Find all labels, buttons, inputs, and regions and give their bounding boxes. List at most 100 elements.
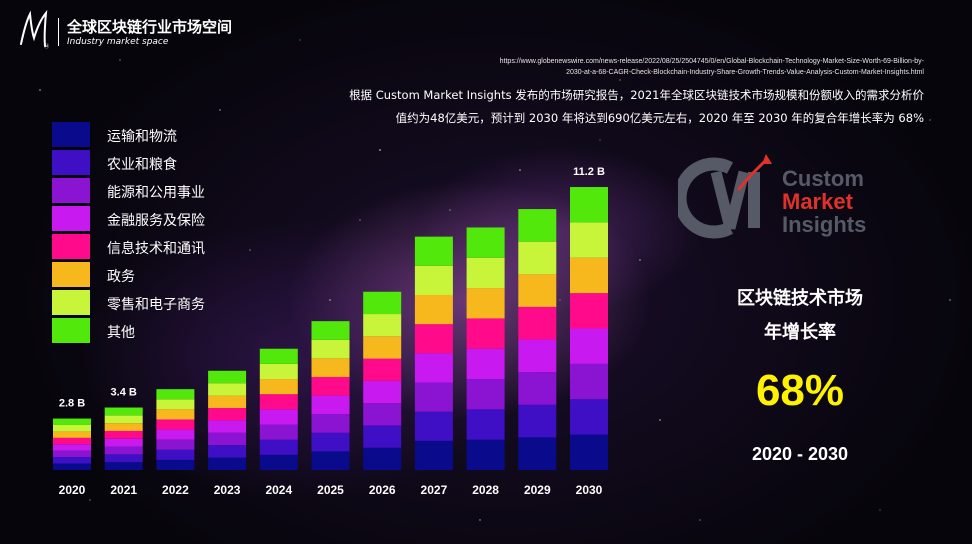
highlight-line2: 年增长率: [764, 322, 836, 343]
bar-segment: [156, 399, 195, 410]
source-url[interactable]: https://www.globenewswire.com/news-relea…: [364, 56, 924, 78]
legend-item: 能源和公用事业: [52, 178, 272, 204]
bar-segment: [156, 389, 195, 400]
bar-segment: [208, 395, 247, 408]
legend-label: 政务: [107, 269, 135, 285]
bar-segment: [363, 425, 402, 448]
bar-segment: [518, 306, 557, 340]
bar-segment: [259, 379, 298, 395]
x-tick-label: 2028: [472, 483, 499, 497]
legend-label: 农业和粮食: [107, 157, 177, 173]
legend-item: 运输和物流: [52, 122, 272, 148]
bar-segment: [208, 383, 247, 396]
bar-segment: [363, 314, 402, 337]
bar-segment: [466, 288, 505, 319]
legend-swatch: [52, 178, 90, 203]
bar-segment: [414, 353, 453, 383]
bar-segment: [208, 445, 247, 458]
bar-segment: [518, 209, 557, 242]
description-line1: 根据 Custom Market Insights 发布的市场研究报告，2021…: [349, 88, 924, 102]
bar-value-label: 2.8 B: [59, 398, 85, 410]
bar-segment: [570, 363, 608, 400]
svg-text:Ⓜ: Ⓜ: [44, 43, 49, 50]
bar-segment: [208, 407, 247, 421]
bar-segment: [311, 358, 350, 377]
bar-segment: [414, 324, 453, 354]
x-tick-label: 2023: [214, 483, 241, 497]
legend-label: 能源和公用事业: [107, 185, 205, 201]
bar-segment: [311, 414, 350, 433]
bar-segment: [518, 372, 557, 405]
source-url-line2[interactable]: 2030-at-a-68-CAGR-Check-Blockchain-Indus…: [566, 69, 924, 76]
bar-segment: [363, 358, 402, 381]
bar-segment: [311, 321, 350, 340]
bar-segment: [53, 418, 91, 425]
bar-segment: [53, 450, 91, 458]
bar-segment: [259, 348, 298, 364]
legend-item: 农业和粮食: [52, 150, 272, 176]
legend-item: 其他: [52, 318, 272, 344]
x-tick-label: 2024: [265, 483, 292, 497]
bar-segment: [363, 403, 402, 426]
bar-segment: [466, 318, 505, 349]
bar-segment: [104, 446, 143, 455]
bar-segment: [363, 336, 402, 359]
bar-segment: [259, 424, 298, 440]
bar-segment: [466, 348, 505, 380]
bar-segment: [53, 424, 91, 432]
bar-segment: [156, 429, 195, 440]
bar-segment: [414, 411, 453, 441]
bar-segment: [104, 430, 143, 439]
bar-segment: [156, 419, 195, 430]
legend-item: 政务: [52, 262, 272, 288]
bar-segment: [104, 415, 143, 424]
x-tick-label: 2027: [421, 483, 448, 497]
legend-swatch: [52, 150, 90, 175]
bar-segment: [259, 439, 298, 455]
bar-segment: [570, 257, 608, 294]
bar-segment: [466, 439, 505, 470]
description-line2: 值约为48亿美元，预计到 2030 年将达到690亿美元左右，2020 年至 2…: [395, 111, 924, 125]
bar-segment: [570, 399, 608, 435]
bar-segment: [311, 395, 350, 415]
bar-segment: [414, 440, 453, 470]
bar-segment: [53, 444, 91, 451]
bar-segment: [363, 447, 402, 470]
bar-segment: [208, 370, 247, 384]
bar-segment: [311, 339, 350, 359]
bar-segment: [570, 328, 608, 364]
bar-segment: [518, 404, 557, 438]
legend-swatch: [52, 318, 90, 343]
bar-segment: [570, 187, 608, 223]
bar-segment: [466, 409, 505, 440]
legend-label: 金融服务及保险: [107, 213, 205, 229]
bar-segment: [466, 379, 505, 410]
bar-segment: [363, 291, 402, 315]
bar-segment: [156, 439, 195, 450]
bar-segment: [104, 462, 143, 470]
bar-segment: [414, 236, 453, 266]
bar-segment: [414, 265, 453, 295]
page-title: 全球区块链行业市场空间: [67, 18, 233, 36]
x-tick-label: 2029: [524, 483, 551, 497]
x-tick-label: 2022: [162, 483, 189, 497]
logo-line-market: Market: [782, 189, 854, 214]
bar-segment: [53, 431, 91, 438]
bar-segment: [518, 339, 557, 373]
legend-item: 信息技术和通讯: [52, 234, 272, 260]
x-tick-label: 2026: [369, 483, 396, 497]
bar-segment: [311, 451, 350, 470]
bar-value-label: 11.2 B: [573, 166, 605, 178]
highlight-line1: 区块链技术市场: [737, 288, 863, 309]
source-url-line1[interactable]: https://www.globenewswire.com/news-relea…: [499, 58, 924, 65]
legend-label: 信息技术和通讯: [107, 241, 205, 257]
bar-segment: [53, 457, 91, 464]
legend-item: 零售和电子商务: [52, 290, 272, 316]
x-tick-label: 2020: [59, 483, 86, 497]
legend-label: 其他: [107, 325, 135, 341]
bar-segment: [104, 438, 143, 447]
page-subtitle: Industry market space: [67, 37, 169, 47]
bar-segment: [363, 380, 402, 404]
